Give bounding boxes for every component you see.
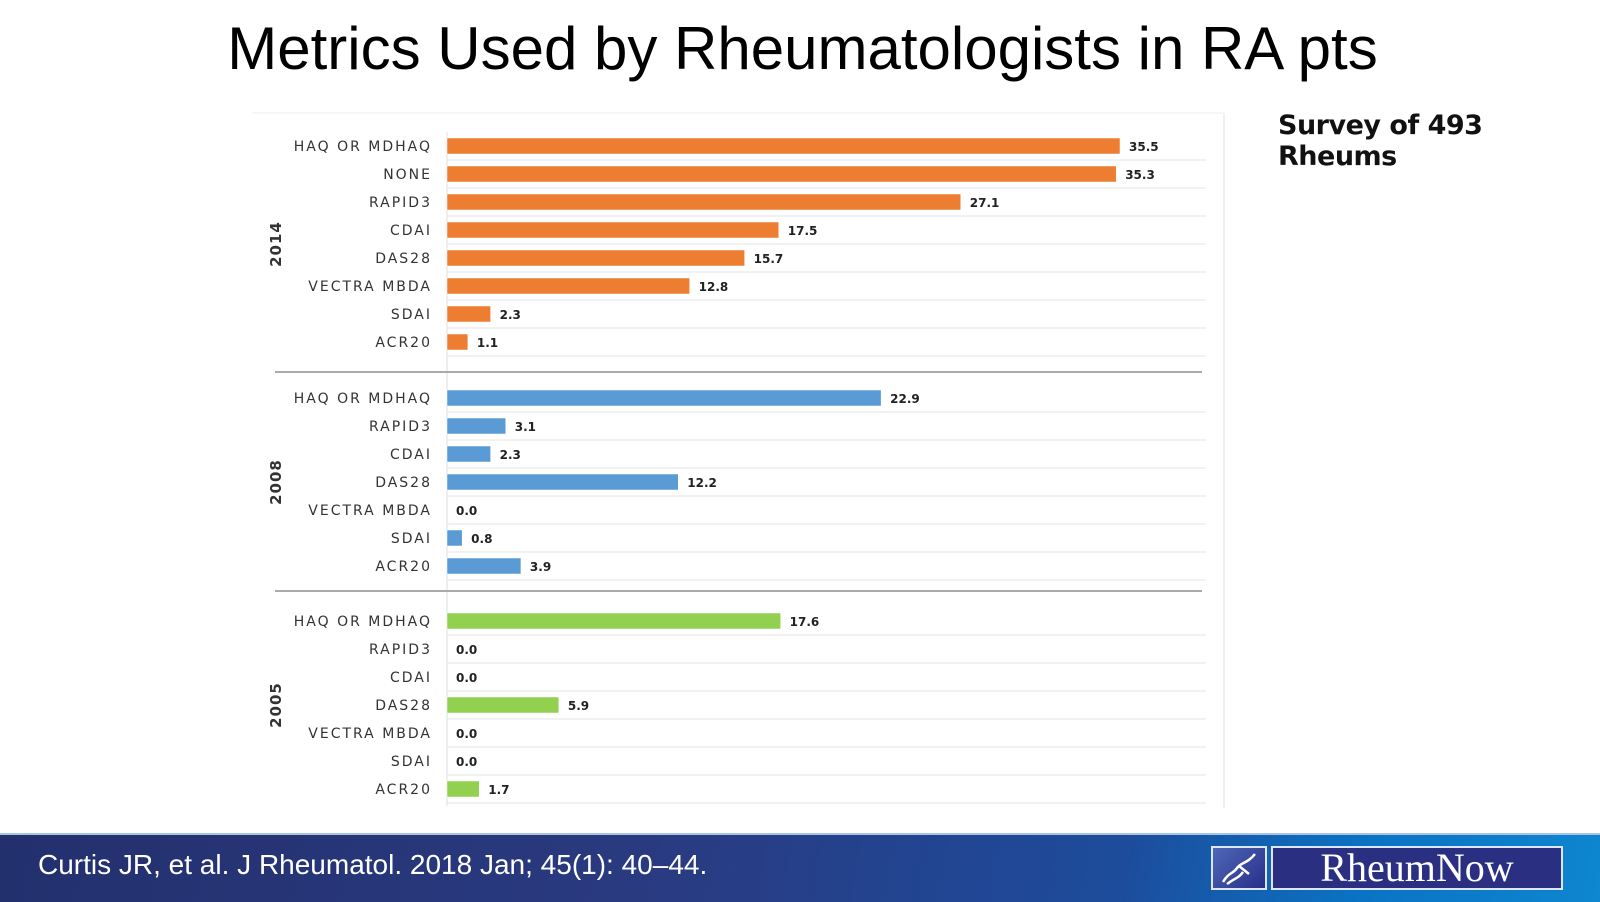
data-label: 0.0: [456, 671, 477, 685]
bar-2005: [446, 612, 781, 630]
data-label: 27.1: [970, 196, 1000, 210]
group-label-2014: 2014: [267, 221, 285, 267]
bar-2014: [446, 193, 962, 211]
category-label: RAPID3: [369, 419, 432, 435]
joint-icon: [1211, 846, 1267, 890]
data-label: 15.7: [754, 252, 784, 266]
data-label: 5.9: [568, 699, 589, 713]
data-label: 3.1: [515, 420, 536, 434]
rheumnow-logo: RheumNow: [1211, 846, 1563, 890]
bar-2014: [446, 305, 491, 323]
footer-band: Curtis JR, et al. J Rheumatol. 2018 Jan;…: [0, 833, 1600, 902]
data-label: 1.7: [488, 783, 509, 797]
category-label: SDAI: [391, 307, 432, 323]
category-label: RAPID3: [369, 195, 432, 211]
category-label: SDAI: [391, 531, 432, 547]
category-label: SDAI: [391, 754, 432, 770]
category-label: RAPID3: [369, 642, 432, 658]
data-label: 2.3: [500, 448, 521, 462]
data-label: 12.8: [699, 280, 729, 294]
bar-2014: [446, 221, 780, 239]
category-label: VECTRA MBDA: [308, 279, 432, 295]
data-label: 0.0: [456, 727, 477, 741]
group-label-2008: 2008: [267, 459, 285, 505]
data-label: 0.0: [456, 643, 477, 657]
bar-2008: [446, 445, 491, 463]
category-label: DAS28: [375, 698, 432, 714]
category-label: CDAI: [390, 447, 432, 463]
category-label: HAQ OR MDHAQ: [294, 139, 432, 155]
bar-2008: [446, 417, 507, 435]
bar-2005: [446, 696, 560, 714]
category-label: ACR20: [375, 335, 432, 351]
logo-text: RheumNow: [1271, 846, 1563, 890]
category-label: DAS28: [375, 251, 432, 267]
data-label: 0.8: [471, 532, 492, 546]
category-label: VECTRA MBDA: [308, 503, 432, 519]
data-label: 17.6: [790, 615, 820, 629]
bar-2008: [446, 529, 463, 547]
data-label: 22.9: [890, 392, 920, 406]
bar-2008: [446, 557, 522, 575]
bar-2008: [446, 389, 882, 407]
bar-2005: [446, 780, 480, 798]
category-label: DAS28: [375, 475, 432, 491]
bar-2014: [446, 277, 690, 295]
data-label: 1.1: [477, 336, 498, 350]
bar-2014: [446, 333, 469, 351]
category-label: VECTRA MBDA: [308, 726, 432, 742]
data-label: 3.9: [530, 560, 551, 574]
data-label: 35.3: [1125, 168, 1155, 182]
bar-chart: 2014 HAQ OR MDHAQ 35.5 NONE 35.3 RAPID3 27.1 CD…: [252, 112, 1225, 808]
bar-2014: [446, 137, 1121, 155]
category-label: HAQ OR MDHAQ: [294, 391, 432, 407]
data-label: 12.2: [687, 476, 717, 490]
category-label: HAQ OR MDHAQ: [294, 614, 432, 630]
category-label: ACR20: [375, 782, 432, 798]
group-label-2005: 2005: [267, 682, 285, 728]
data-label: 0.0: [456, 504, 477, 518]
slide-title: Metrics Used by Rheumatologists in RA pt…: [227, 15, 1378, 82]
bar-2008: [446, 473, 679, 491]
data-label: 2.3: [500, 308, 521, 322]
survey-note: Survey of 493 Rheums: [1278, 110, 1483, 172]
category-label: NONE: [383, 167, 432, 183]
data-label: 35.5: [1129, 140, 1159, 154]
data-label: 17.5: [788, 224, 818, 238]
category-label: ACR20: [375, 559, 432, 575]
category-label: CDAI: [390, 223, 432, 239]
citation: Curtis JR, et al. J Rheumatol. 2018 Jan;…: [38, 849, 708, 880]
category-label: CDAI: [390, 670, 432, 686]
bar-2014: [446, 249, 745, 267]
bar-2014: [446, 165, 1117, 183]
data-label: 0.0: [456, 755, 477, 769]
